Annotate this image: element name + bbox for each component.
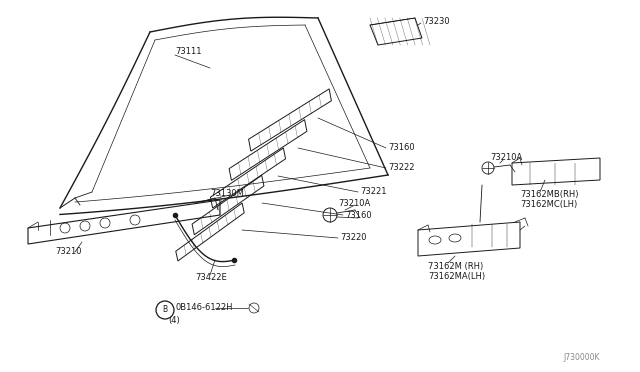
Text: 73162M (RH): 73162M (RH) xyxy=(428,262,483,270)
Text: 73111: 73111 xyxy=(175,48,202,57)
Text: 73422E: 73422E xyxy=(195,273,227,282)
Text: 73222: 73222 xyxy=(388,164,415,173)
Text: 73210: 73210 xyxy=(55,247,81,257)
Text: 73230: 73230 xyxy=(423,17,450,26)
Text: 73221: 73221 xyxy=(360,187,387,196)
Text: 73162MA(LH): 73162MA(LH) xyxy=(428,273,485,282)
Text: 73162MB(RH): 73162MB(RH) xyxy=(520,190,579,199)
Text: 73160: 73160 xyxy=(345,211,372,219)
Text: 73162MC(LH): 73162MC(LH) xyxy=(520,201,577,209)
Text: 73220: 73220 xyxy=(340,234,367,243)
Text: B: B xyxy=(163,305,168,314)
Text: 73160: 73160 xyxy=(388,144,415,153)
Text: 73210A: 73210A xyxy=(490,153,522,161)
Text: (4): (4) xyxy=(168,317,180,326)
Text: 73130M: 73130M xyxy=(210,189,244,198)
Text: 0B146-6122H: 0B146-6122H xyxy=(176,304,234,312)
Text: 73210A: 73210A xyxy=(338,199,371,208)
Text: J730000K: J730000K xyxy=(563,353,600,362)
